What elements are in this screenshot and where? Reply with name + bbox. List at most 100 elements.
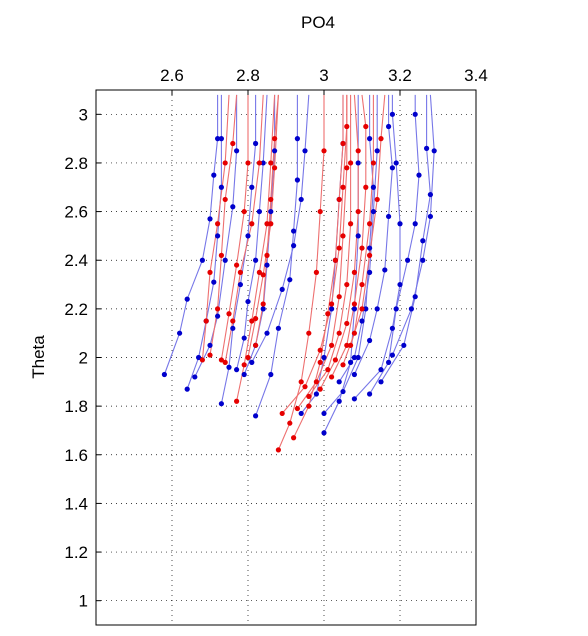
data-point: [211, 279, 217, 285]
data-point: [313, 391, 319, 397]
data-point: [363, 123, 369, 130]
data-point: [355, 354, 361, 361]
data-point: [313, 269, 319, 275]
series-line-7: [255, 94, 298, 417]
data-point: [249, 318, 255, 324]
y-tick-label: 1.4: [64, 494, 88, 513]
data-point: [192, 374, 198, 380]
data-point: [340, 184, 346, 190]
data-point: [218, 252, 224, 258]
data-point: [226, 311, 232, 317]
data-point: [389, 111, 395, 117]
data-point: [241, 362, 247, 368]
data-point: [378, 367, 384, 373]
data-point: [279, 286, 285, 293]
data-point: [268, 160, 274, 166]
data-point: [344, 342, 350, 348]
data-point: [329, 301, 335, 307]
data-point: [359, 306, 365, 312]
data-point: [279, 410, 285, 417]
data-point: [348, 359, 354, 365]
data-point: [367, 136, 373, 142]
data-point: [222, 160, 228, 166]
y-tick-label: 2.6: [64, 203, 88, 222]
data-point: [317, 347, 323, 353]
data-point: [234, 398, 240, 404]
y-tick-label: 3: [79, 105, 88, 124]
data-point: [215, 306, 221, 312]
data-point: [351, 354, 357, 361]
data-point: [298, 379, 304, 385]
data-point: [298, 410, 304, 417]
y-tick-label: 1.8: [64, 397, 88, 416]
data-point: [215, 136, 221, 142]
data-point: [412, 111, 418, 117]
y-tick-label: 1.6: [64, 446, 88, 465]
data-point: [367, 221, 373, 227]
series-line-27: [281, 94, 348, 414]
x-tick-label: 3: [319, 66, 328, 85]
data-point: [256, 160, 262, 166]
x-tick-label: 2.6: [160, 66, 184, 85]
data-point: [199, 357, 205, 363]
data-point: [374, 306, 380, 312]
data-point: [424, 145, 430, 151]
data-point: [306, 403, 312, 409]
data-point: [245, 298, 251, 305]
data-point: [272, 165, 278, 171]
data-point: [370, 184, 376, 190]
data-point: [264, 330, 270, 336]
data-point: [340, 388, 346, 395]
data-point: [378, 136, 384, 142]
data-point: [397, 281, 403, 288]
data-point: [344, 281, 350, 288]
data-point: [207, 342, 213, 348]
data-point: [215, 221, 221, 227]
data-point: [336, 294, 342, 300]
data-point: [374, 148, 380, 154]
data-point: [207, 269, 213, 275]
data-point: [386, 213, 392, 220]
data-point: [359, 281, 365, 288]
x-axis-ticks: 2.6 2.8 3 3.2 3.4: [160, 66, 488, 95]
data-point: [245, 233, 251, 239]
data-point: [325, 311, 331, 317]
data-point: [230, 318, 236, 324]
data-point: [291, 243, 297, 249]
data-point: [237, 281, 243, 288]
data-point: [427, 213, 433, 220]
data-point: [256, 208, 262, 215]
data-point: [408, 306, 414, 312]
data-point: [241, 208, 247, 215]
data-point: [367, 245, 373, 251]
data-point: [355, 233, 361, 239]
data-point: [184, 296, 190, 302]
data-point: [367, 269, 373, 275]
y-tick-label: 2: [79, 349, 88, 368]
data-point: [412, 294, 418, 300]
data-point: [294, 177, 300, 183]
data-point: [218, 184, 224, 190]
data-point: [241, 371, 247, 378]
data-point: [215, 233, 221, 239]
data-point: [203, 318, 209, 324]
data-point: [275, 447, 281, 453]
data-point: [344, 320, 350, 327]
data-point: [393, 306, 399, 312]
y-tick-label: 1.2: [64, 543, 88, 562]
data-point: [302, 148, 308, 154]
data-point: [237, 269, 243, 275]
data-point: [317, 359, 323, 365]
data-point: [336, 330, 342, 336]
data-point: [234, 262, 240, 268]
data-point: [329, 306, 335, 312]
data-point: [234, 148, 240, 154]
data-point: [355, 160, 361, 166]
data-point: [336, 379, 342, 385]
data-point: [420, 257, 426, 263]
data-point: [401, 342, 407, 348]
data-point: [351, 269, 357, 275]
data-point: [363, 306, 369, 312]
data-point: [427, 191, 433, 198]
